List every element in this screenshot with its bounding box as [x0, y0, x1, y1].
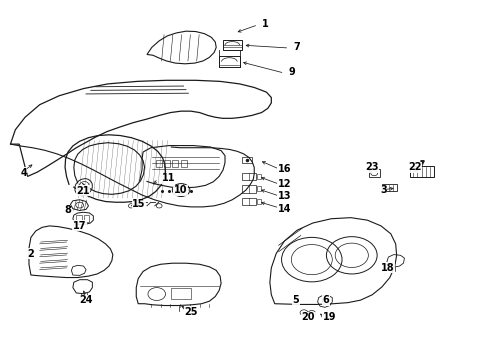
Text: 20: 20: [301, 312, 314, 322]
Text: 10: 10: [173, 185, 187, 195]
Bar: [181, 159, 186, 167]
Bar: [76, 215, 82, 222]
Text: 21: 21: [76, 186, 90, 196]
Text: 16: 16: [277, 164, 290, 174]
Text: 6: 6: [322, 295, 328, 305]
Text: 5: 5: [292, 295, 299, 305]
Bar: [171, 288, 190, 299]
Bar: [163, 159, 169, 167]
Text: 25: 25: [184, 307, 197, 317]
Bar: [241, 198, 256, 205]
Text: 22: 22: [407, 162, 421, 172]
Bar: [241, 173, 256, 180]
Bar: [381, 184, 396, 192]
Text: 24: 24: [79, 295, 93, 305]
Bar: [257, 199, 261, 204]
Text: 11: 11: [161, 173, 175, 183]
Text: 19: 19: [322, 312, 335, 322]
Text: 17: 17: [73, 221, 86, 231]
Text: 2: 2: [27, 248, 34, 258]
Bar: [219, 56, 239, 67]
Text: 8: 8: [64, 206, 71, 216]
Text: 3: 3: [379, 185, 386, 195]
Text: 1: 1: [261, 19, 268, 29]
Bar: [172, 159, 178, 167]
Text: 7: 7: [293, 42, 300, 52]
Text: 13: 13: [277, 191, 290, 201]
Bar: [368, 169, 379, 177]
Bar: [83, 215, 89, 222]
Text: 23: 23: [365, 162, 378, 172]
Text: 14: 14: [277, 204, 290, 214]
Bar: [257, 174, 261, 179]
Text: 15: 15: [132, 199, 145, 210]
Bar: [409, 166, 433, 177]
Bar: [156, 159, 161, 167]
Text: 18: 18: [380, 263, 394, 273]
Text: 9: 9: [288, 67, 295, 77]
Bar: [241, 185, 256, 193]
Text: 12: 12: [277, 179, 290, 189]
Bar: [257, 186, 261, 192]
Bar: [222, 40, 242, 50]
Text: 4: 4: [20, 168, 27, 178]
